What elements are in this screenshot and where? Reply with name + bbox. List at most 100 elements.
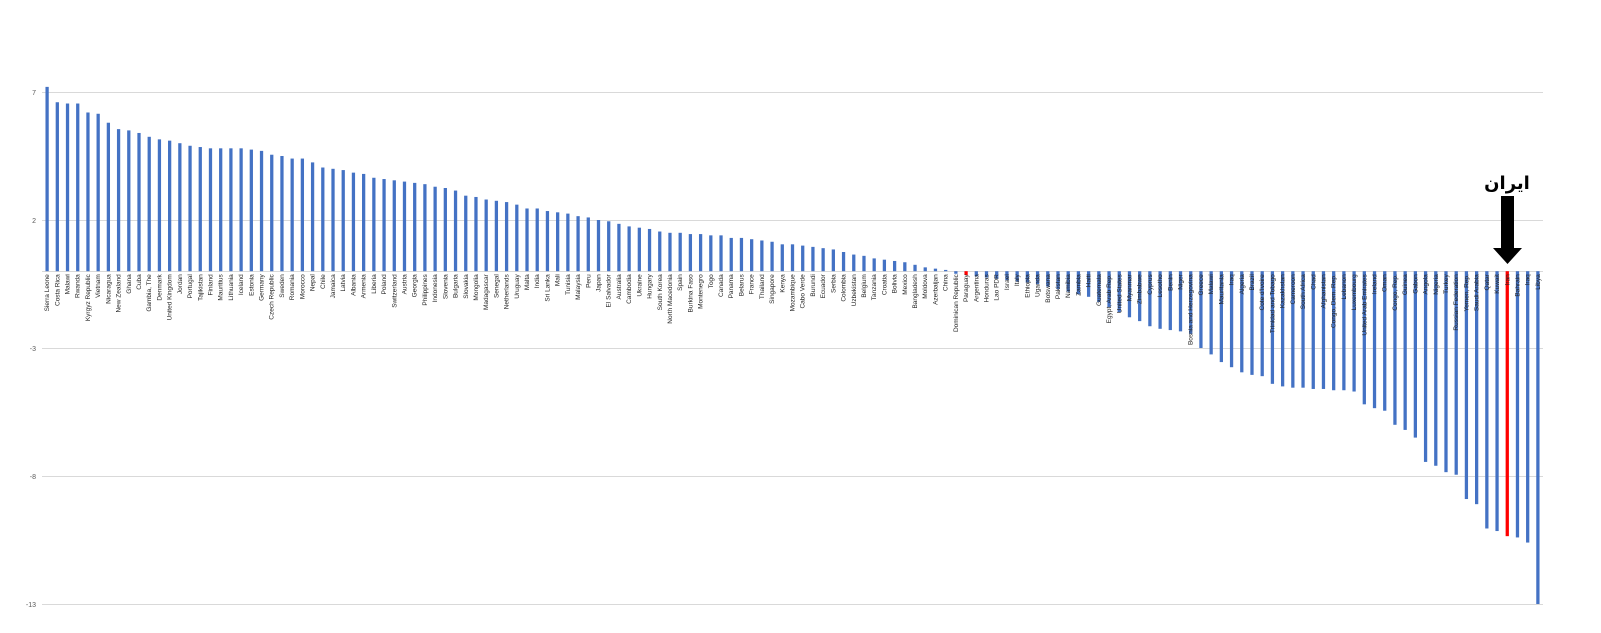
x-tick-label: Switzerland (391, 274, 398, 308)
bar (443, 188, 447, 272)
x-tick-label: Japan (595, 274, 602, 292)
bar (1260, 271, 1264, 377)
bar (1423, 271, 1428, 462)
bar (1056, 271, 1060, 290)
x-tick-label: Mongolia (473, 274, 480, 301)
x-tick-label: Tajikistan (197, 274, 204, 301)
bar (392, 180, 396, 272)
gridlines (42, 92, 1543, 605)
bar (760, 240, 764, 272)
bar (903, 262, 907, 272)
x-tick-label: Portugal (187, 274, 194, 299)
bar (300, 158, 305, 272)
bar (1025, 271, 1029, 283)
bar (331, 168, 335, 272)
bar (1066, 271, 1070, 292)
x-tick-label: Malawi (65, 274, 72, 294)
x-tick-label: Namibia (1065, 274, 1072, 298)
x-tick-label: Uganda (1035, 274, 1042, 297)
x-tick-label: Israel (1004, 274, 1011, 290)
bar (882, 259, 887, 272)
x-tick-label: India (534, 274, 541, 288)
y-tick-label: -13 (26, 602, 36, 609)
x-tick-label: Gambia, The (146, 274, 153, 312)
x-tick-label: United States (1116, 273, 1123, 313)
bar (617, 223, 621, 272)
x-tick-label: Poland (381, 274, 388, 295)
x-tick-label: Angola (1423, 274, 1430, 295)
bar (515, 204, 519, 272)
bar (1342, 271, 1346, 391)
bar (1495, 271, 1499, 532)
x-tick-label: Mexico (902, 274, 909, 295)
bar (658, 231, 662, 272)
x-tick-label: Burkina Faso (687, 274, 694, 313)
bar (1280, 271, 1285, 387)
bar (872, 258, 876, 272)
x-tick-label: Malaysia (575, 274, 582, 300)
x-tick-label: New Zealand (116, 274, 123, 313)
bar (116, 129, 121, 272)
x-tick-label: Panama (728, 274, 735, 299)
x-tick-label: Haiti (1086, 274, 1093, 287)
bar (596, 220, 601, 272)
bar (852, 254, 856, 272)
bar (1515, 271, 1520, 538)
x-tick-label: Lithuania (228, 274, 235, 301)
bar (1076, 271, 1081, 295)
x-tick-label: Armenia (361, 274, 368, 299)
x-tick-label: Netherlands (504, 273, 511, 309)
bar (923, 267, 927, 272)
bar (474, 196, 478, 272)
bar (1444, 271, 1448, 473)
bar (719, 235, 723, 272)
bars (45, 86, 1540, 604)
bar (637, 227, 641, 272)
bar (678, 232, 682, 272)
bar (1403, 271, 1407, 430)
bar (1189, 271, 1193, 334)
x-tick-label: Myanmar (1126, 273, 1133, 301)
x-tick-label: Liberia (371, 274, 378, 294)
bar (995, 271, 999, 279)
x-tick-label: Trinidad and Tobago (1269, 274, 1276, 333)
x-tick-label: Albania (350, 274, 357, 296)
x-tick-label: Australia (616, 274, 623, 300)
x-tick-label: United Arab Emirates (1361, 273, 1368, 335)
x-tick-label: Iraq (1525, 274, 1532, 286)
x-tick-label: Saudi Arabia (1474, 274, 1481, 311)
bar (556, 212, 560, 272)
x-tick-label: Cuba (136, 274, 143, 290)
bar (1168, 271, 1172, 331)
x-tick-label: Mauritius (218, 273, 225, 300)
bar (453, 190, 458, 272)
x-tick-label: Czech Republic (269, 273, 276, 319)
bar (1311, 271, 1315, 389)
x-tick-label: Kazakhstan (1280, 274, 1287, 308)
x-tick-label: Rwanda (75, 274, 82, 298)
bar (321, 167, 325, 272)
annotation-arrow-head (1493, 248, 1522, 264)
bar (45, 86, 49, 272)
bar (801, 245, 805, 272)
bar (1107, 271, 1111, 308)
bar (1240, 271, 1244, 373)
bar (259, 150, 264, 272)
bar (750, 239, 754, 272)
bar (709, 235, 713, 272)
x-tick-label: Qatar (1484, 273, 1491, 290)
x-tick-label: Pakistan (1055, 274, 1062, 299)
x-tick-label: Brazil (1249, 274, 1256, 291)
x-tick-label: Tunisia (565, 274, 572, 295)
x-tick-label: Iceland (238, 274, 245, 295)
x-tick-label: Libya (1535, 274, 1542, 290)
y-tick-label: -3 (30, 346, 36, 353)
x-tick-label: Ethiopia (1024, 274, 1031, 298)
bar (1127, 271, 1132, 318)
bar (1250, 271, 1254, 375)
x-tick-label: Morocco (299, 274, 306, 299)
x-tick-label: Denmark (156, 273, 163, 300)
annotation-arrow-shaft (1501, 196, 1514, 248)
x-tick-label: Afghanistan (1320, 274, 1327, 309)
